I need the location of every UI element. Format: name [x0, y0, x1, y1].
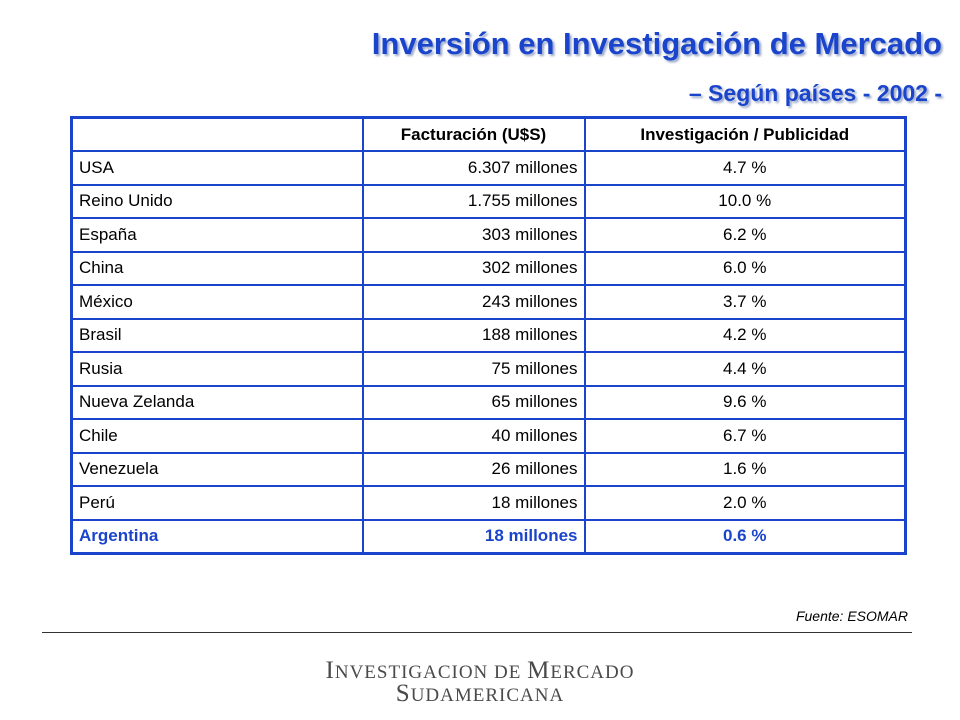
table-row: Reino Unido 1.755 millones 10.0 %	[70, 183, 907, 219]
billing-cell: 302 millones	[361, 250, 586, 286]
table-row: Rusia 75 millones 4.4 %	[70, 351, 907, 387]
investment-table: Facturación (U$S) Investigación / Public…	[70, 116, 907, 555]
table-row: Venezuela 26 millones 1.6 %	[70, 451, 907, 487]
page-title: Inversión en Investigación de Mercado	[371, 26, 942, 61]
country-cell: Argentina	[70, 518, 364, 554]
billing-cell: 26 millones	[361, 451, 586, 487]
company-logo-line-2: SUDAMERICANA	[395, 680, 565, 707]
billing-cell: 303 millones	[361, 217, 586, 253]
table-row: Brasil 188 millones 4.2 %	[70, 317, 907, 353]
country-cell: Chile	[70, 418, 364, 454]
billing-cell: 18 millones	[361, 485, 586, 521]
header-country	[70, 116, 364, 152]
table-row: España 303 millones 6.2 %	[70, 217, 907, 253]
country-cell: México	[70, 284, 364, 320]
ratio-cell: 10.0 %	[583, 183, 907, 219]
country-cell: China	[70, 250, 364, 286]
country-cell: Reino Unido	[70, 183, 364, 219]
billing-cell: 75 millones	[361, 351, 586, 387]
billing-cell: 18 millones	[361, 518, 586, 554]
footer-divider	[42, 632, 912, 633]
billing-cell: 1.755 millones	[361, 183, 586, 219]
ratio-cell: 1.6 %	[583, 451, 907, 487]
billing-cell: 243 millones	[361, 284, 586, 320]
billing-cell: 65 millones	[361, 384, 586, 420]
ratio-cell: 0.6 %	[583, 518, 907, 554]
ratio-cell: 4.2 %	[583, 317, 907, 353]
country-cell: Venezuela	[70, 451, 364, 487]
table-header-row: Facturación (U$S) Investigación / Public…	[70, 116, 907, 152]
ratio-cell: 6.7 %	[583, 418, 907, 454]
billing-cell: 6.307 millones	[361, 150, 586, 186]
billing-cell: 188 millones	[361, 317, 586, 353]
ratio-cell: 2.0 %	[583, 485, 907, 521]
header-billing: Facturación (U$S)	[361, 116, 586, 152]
table-row: Perú 18 millones 2.0 %	[70, 485, 907, 521]
country-cell: Brasil	[70, 317, 364, 353]
table-row-highlighted: Argentina 18 millones 0.6 %	[70, 518, 907, 554]
table-row: China 302 millones 6.0 %	[70, 250, 907, 286]
company-logo-line-1: INVESTIGACION DE MERCADO	[325, 657, 635, 684]
ratio-cell: 4.4 %	[583, 351, 907, 387]
page-subtitle: – Según países - 2002 -	[688, 80, 942, 106]
country-cell: Perú	[70, 485, 364, 521]
ratio-cell: 3.7 %	[583, 284, 907, 320]
country-cell: España	[70, 217, 364, 253]
country-cell: Rusia	[70, 351, 364, 387]
billing-cell: 40 millones	[361, 418, 586, 454]
country-cell: Nueva Zelanda	[70, 384, 364, 420]
ratio-cell: 6.0 %	[583, 250, 907, 286]
ratio-cell: 9.6 %	[583, 384, 907, 420]
source-note: Fuente: ESOMAR	[795, 608, 908, 624]
table-row: USA 6.307 millones 4.7 %	[70, 150, 907, 186]
table-row: México 243 millones 3.7 %	[70, 284, 907, 320]
country-cell: USA	[70, 150, 364, 186]
header-ratio: Investigación / Publicidad	[583, 116, 907, 152]
table-row: Chile 40 millones 6.7 %	[70, 418, 907, 454]
ratio-cell: 4.7 %	[583, 150, 907, 186]
ratio-cell: 6.2 %	[583, 217, 907, 253]
table-row: Nueva Zelanda 65 millones 9.6 %	[70, 384, 907, 420]
